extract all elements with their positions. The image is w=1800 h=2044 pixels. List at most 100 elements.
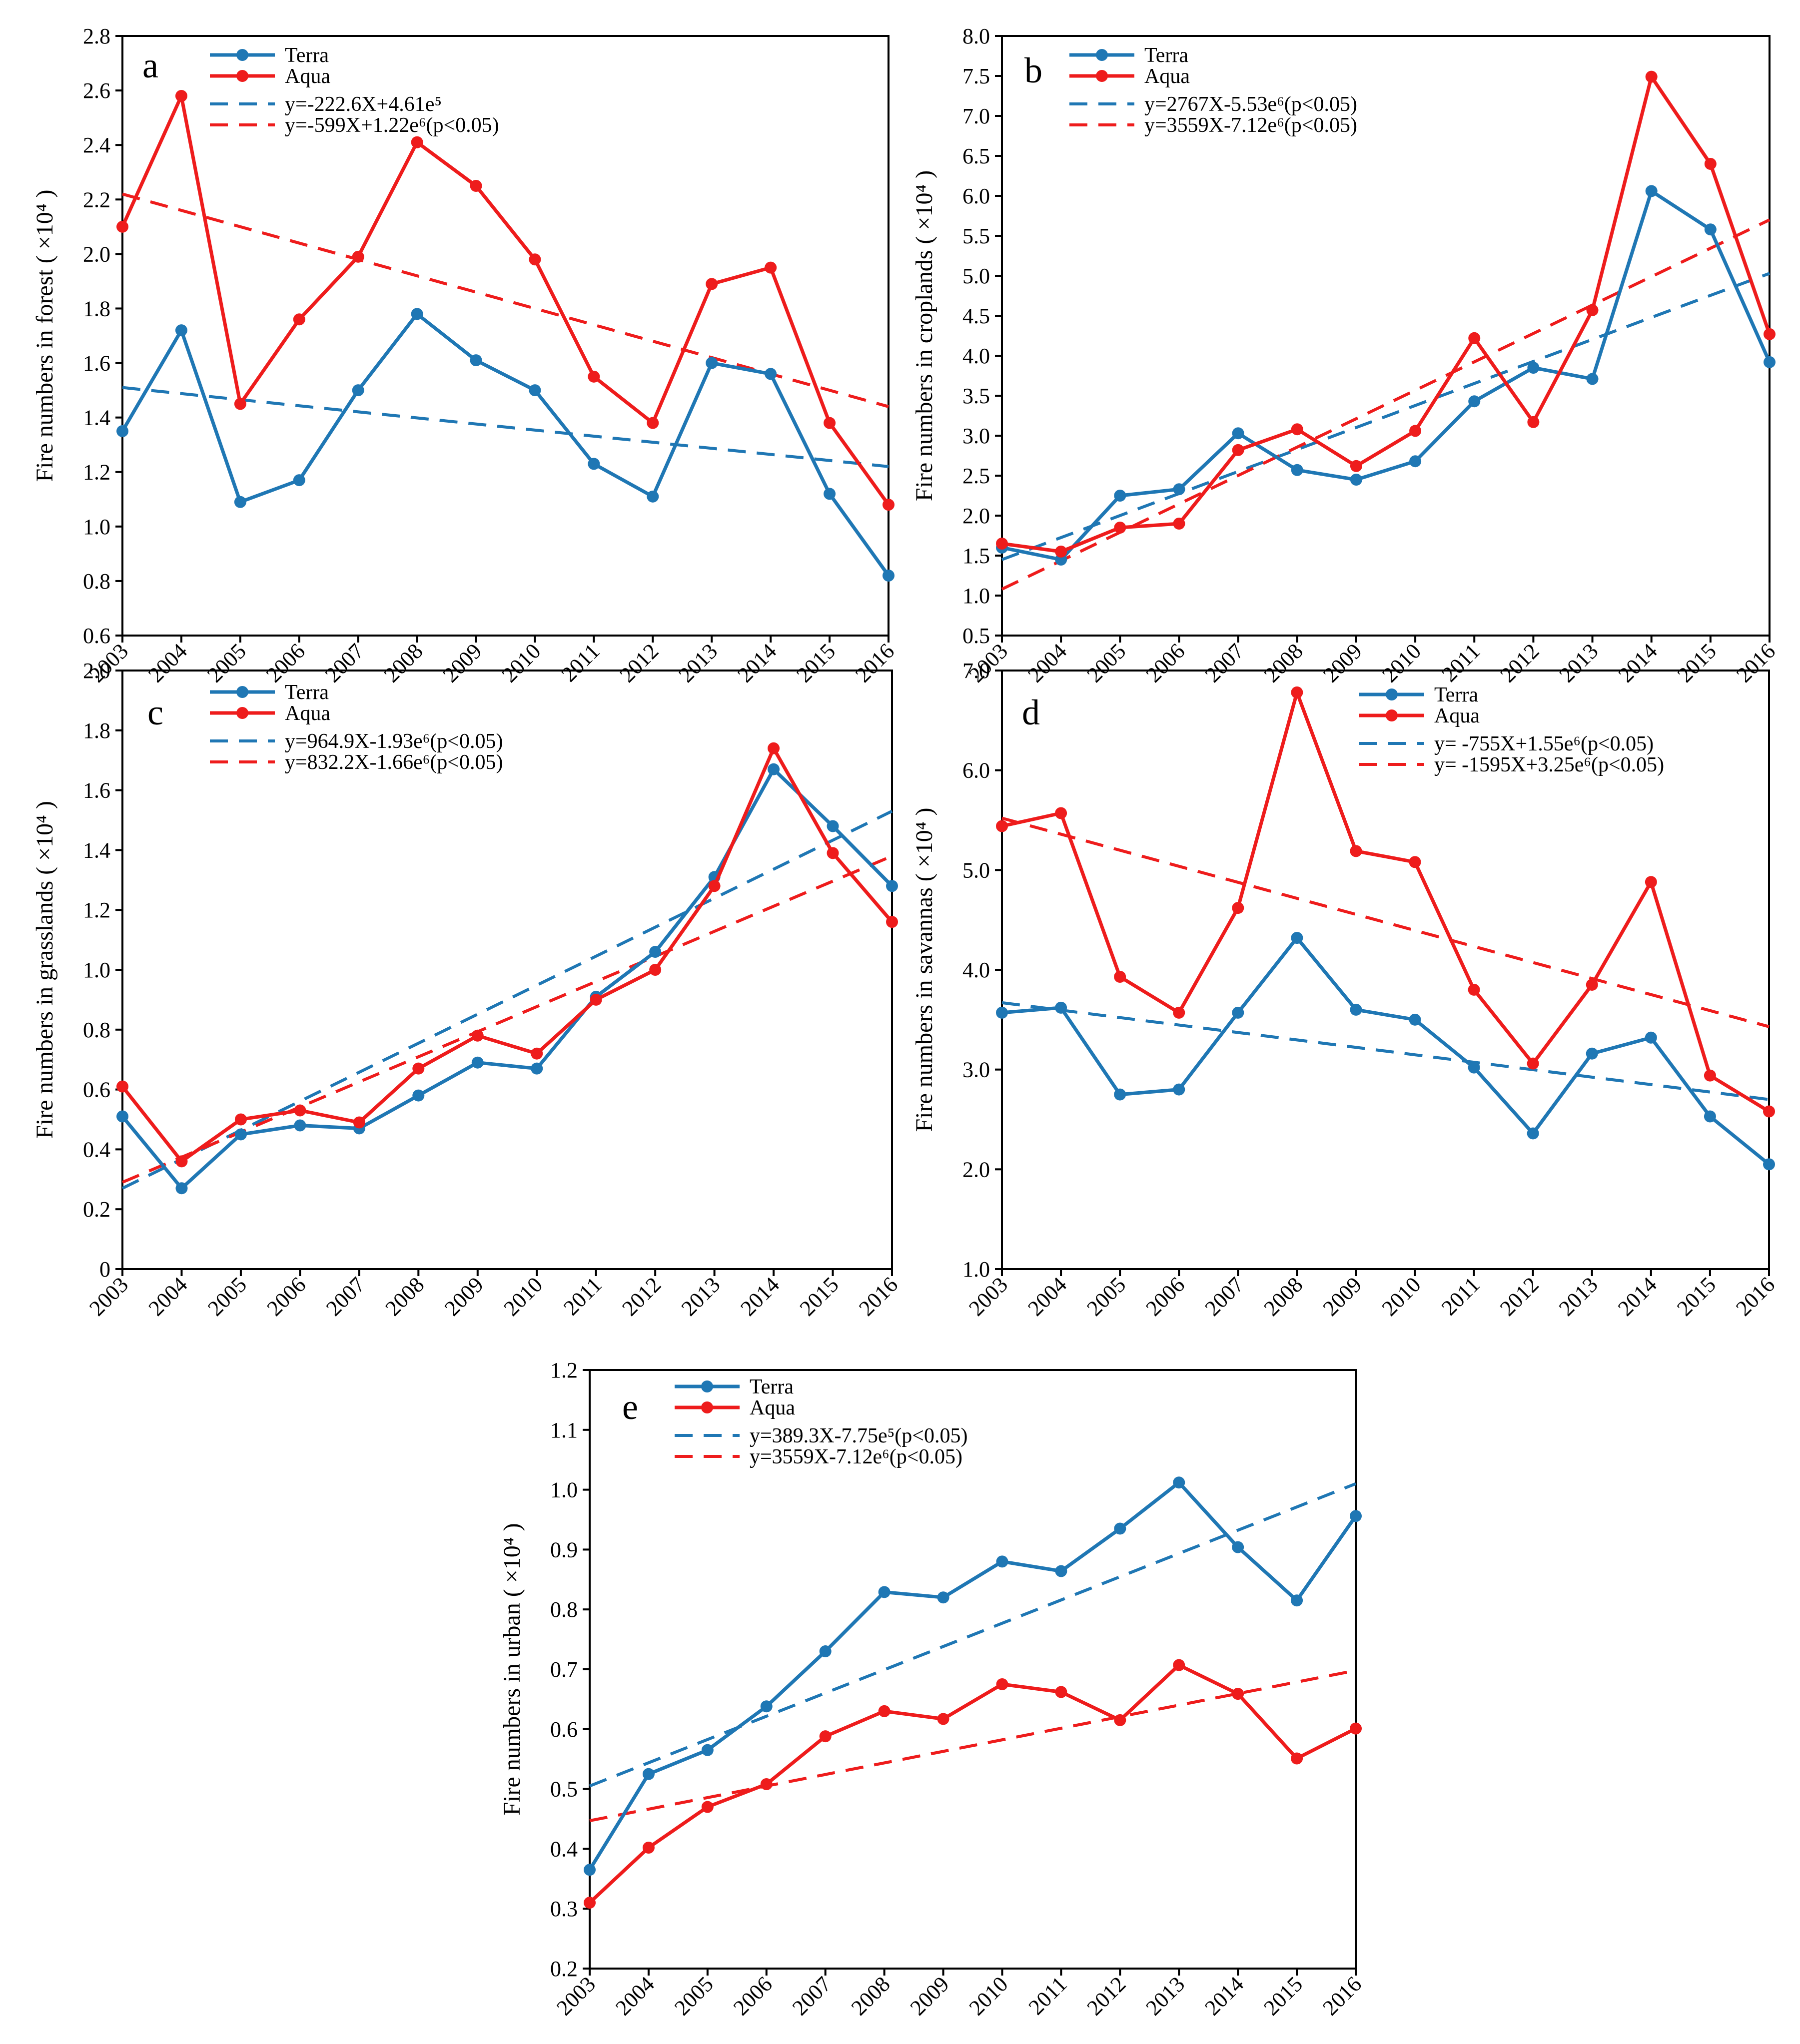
x-tick-label: 2010 [964, 1972, 1013, 2020]
series-line-aqua [1001, 75, 1772, 554]
y-tick-label: 3.5 [962, 384, 990, 408]
x-tick-label: 2013 [677, 1272, 725, 1321]
data-point-terra [411, 308, 423, 320]
data-point-terra [642, 1768, 655, 1780]
data-point-aqua [996, 538, 1008, 550]
x-tick-label: 2009 [1318, 639, 1367, 687]
y-tick-label: 0.3 [550, 1897, 578, 1921]
data-point-aqua [642, 1842, 655, 1854]
trend-line-terra [1001, 1001, 1770, 1101]
data-point-terra [175, 1182, 188, 1195]
x-tick-label: 2004 [611, 1972, 659, 2020]
y-tick-label: 0.6 [550, 1717, 578, 1742]
data-point-aqua [883, 499, 895, 511]
x-tick-label: 2007 [1200, 639, 1249, 687]
y-tick-label: 1.2 [550, 1358, 578, 1382]
data-point-terra [1586, 373, 1599, 385]
x-tick-label: 2011 [1024, 1972, 1072, 2020]
trend-line-aqua [1001, 816, 1770, 1028]
data-point-terra [824, 488, 836, 500]
legend-marker [701, 1401, 713, 1413]
x-tick-label: 2005 [1082, 639, 1131, 687]
data-point-terra [1350, 1003, 1362, 1016]
trend-line-terra [122, 386, 889, 468]
x-tick-label: 2015 [792, 639, 840, 687]
data-point-aqua [1704, 1069, 1716, 1082]
data-point-aqua [175, 90, 187, 102]
panel-a: 0.60.81.01.21.41.61.82.02.22.42.62.82003… [31, 24, 899, 687]
data-point-terra [531, 1062, 543, 1075]
x-tick-label: 2007 [788, 1972, 836, 2020]
y-tick-label: 2.5 [962, 464, 990, 488]
x-tick-label: 2014 [733, 639, 781, 687]
data-point-aqua [234, 1113, 247, 1126]
data-point-terra [1468, 395, 1481, 408]
series-line-aqua [1001, 690, 1770, 1113]
y-tick-label: 2.4 [83, 133, 110, 157]
data-point-aqua [827, 847, 839, 859]
y-tick-label: 3.0 [962, 424, 990, 448]
data-point-terra [293, 474, 305, 487]
series-line-terra [120, 312, 890, 577]
data-point-terra [765, 368, 777, 380]
data-point-aqua [1468, 332, 1481, 344]
y-tick-label: 0.8 [83, 569, 110, 594]
x-tick-label: 2009 [440, 1272, 488, 1321]
data-point-terra [116, 1110, 128, 1123]
y-tick-label: 2.0 [962, 1157, 990, 1182]
legend-marker [701, 1380, 713, 1392]
y-tick-label: 0.9 [550, 1537, 578, 1562]
x-tick-label: 2014 [1200, 1972, 1248, 2020]
data-point-terra [1764, 356, 1776, 368]
x-tick-label: 2006 [1141, 639, 1190, 687]
series-line-aqua [121, 746, 894, 1163]
data-point-terra [1586, 1047, 1598, 1060]
y-tick-label: 4.0 [962, 958, 990, 982]
legend-label: Terra [750, 1375, 794, 1398]
y-tick-label: 1.8 [83, 296, 110, 321]
data-point-terra [819, 1645, 832, 1658]
data-point-aqua [1645, 70, 1658, 83]
x-tick-label: 2015 [1673, 639, 1721, 687]
x-tick-label: 2006 [262, 1272, 311, 1321]
y-tick-label: 0.2 [550, 1957, 578, 1981]
y-tick-label: 0.8 [550, 1597, 578, 1622]
data-point-aqua [584, 1897, 596, 1909]
data-point-aqua [701, 1801, 714, 1813]
y-tick-label: 0.4 [550, 1837, 578, 1861]
data-point-terra [1291, 464, 1303, 476]
x-tick-label: 2012 [1495, 1272, 1544, 1321]
data-point-terra [1409, 455, 1422, 468]
legend-label: y=389.3X-7.75e⁵(p<0.05) [750, 1424, 967, 1447]
series-line-aqua [588, 1663, 1357, 1904]
data-point-terra [1173, 1476, 1185, 1489]
legend-label: y=3559X-7.12e⁶(p<0.05) [750, 1445, 962, 1468]
x-tick-label: 2005 [670, 1972, 718, 2020]
data-point-terra [1173, 1083, 1185, 1096]
y-axis-label: Fire numbers in croplands ( ×10⁴ ) [911, 170, 937, 501]
data-point-terra [1527, 1127, 1539, 1140]
data-point-terra [1645, 185, 1658, 197]
y-tick-label: 6.5 [962, 144, 990, 168]
data-point-aqua [760, 1778, 773, 1791]
y-tick-label: 0.2 [83, 1197, 110, 1222]
x-tick-label: 2009 [1318, 1272, 1367, 1321]
data-point-aqua [411, 136, 423, 148]
panel-letter: b [1024, 50, 1042, 90]
y-tick-label: 1.2 [83, 898, 110, 922]
x-tick-label: 2006 [729, 1972, 777, 2020]
plot-frame [589, 1369, 1357, 1970]
legend-label: y= -1595X+3.25e⁶(p<0.05) [1434, 753, 1664, 776]
data-point-terra [1350, 1510, 1362, 1522]
x-tick-label: 2012 [615, 639, 664, 687]
data-point-terra [412, 1089, 425, 1102]
y-tick-label: 1.0 [962, 584, 990, 608]
y-tick-label: 1.0 [550, 1478, 578, 1502]
data-point-terra [886, 880, 898, 892]
x-tick-label: 2008 [847, 1972, 895, 2020]
data-point-terra [937, 1591, 949, 1604]
y-tick-label: 1.6 [83, 351, 110, 376]
